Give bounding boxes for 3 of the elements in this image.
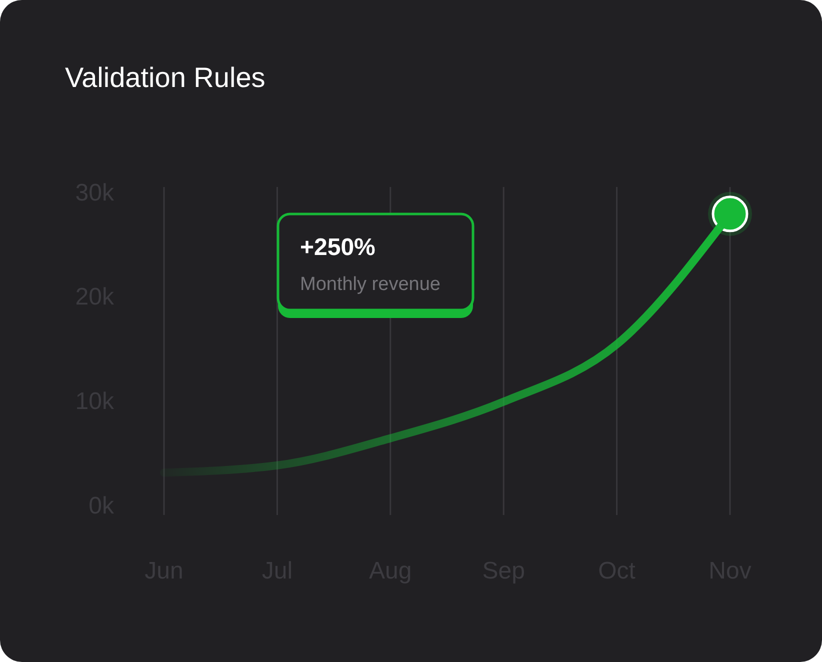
annotation: +250% — [300, 234, 376, 261]
chart-title: Validation Rules — [65, 62, 266, 93]
annotation: Monthly revenue — [300, 274, 440, 295]
